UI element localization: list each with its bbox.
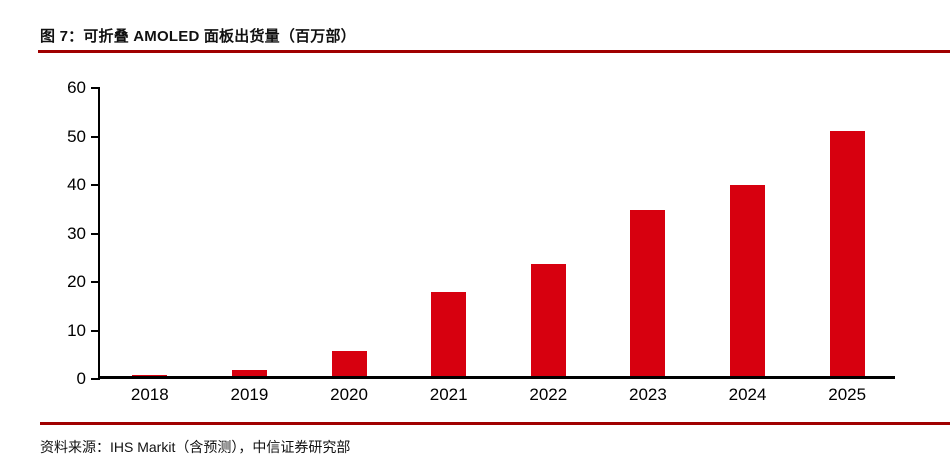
- y-axis-tick: [91, 329, 100, 332]
- y-axis-label: 60: [67, 78, 86, 97]
- bar-2023: [630, 210, 666, 376]
- plot-area: 0 10 20 30 40 50 60 2018 2019 2020 2021 2022 2023 202…: [67, 78, 895, 404]
- y-axis-label: 0: [76, 369, 86, 388]
- bar-2018: [132, 375, 168, 376]
- title-underline: [38, 50, 950, 53]
- bar-2024: [730, 185, 766, 376]
- y-axis-tick: [91, 184, 100, 186]
- x-axis-label-2023: 2023: [629, 385, 667, 404]
- bar-2019: [231, 370, 267, 376]
- y-axis-tick: [91, 87, 100, 89]
- figure-title: 图 7：可折叠 AMOLED 面板出货量（百万部）: [40, 28, 356, 45]
- y-axis-label: 20: [67, 272, 86, 291]
- y-axis-tick: [91, 232, 100, 235]
- bar-2021: [431, 292, 467, 376]
- x-axis-label-2018: 2018: [130, 385, 169, 404]
- footer-divider: [40, 422, 950, 425]
- x-axis-label-2019: 2019: [230, 385, 269, 404]
- source-note: 资料来源：IHS Markit（含预测），中信证券研究部: [40, 439, 351, 455]
- bar-2020: [331, 351, 367, 376]
- bar-2025: [829, 131, 865, 376]
- x-axis-label-2024: 2024: [728, 385, 767, 404]
- x-axis-label-2020: 2020: [330, 385, 368, 404]
- y-axis-label: 10: [67, 320, 86, 340]
- x-axis-label-2022: 2022: [529, 385, 568, 404]
- x-axis-label-2025: 2025: [828, 385, 867, 404]
- y-axis-tick: [91, 281, 100, 283]
- y-axis-label: 50: [67, 126, 86, 146]
- x-axis-label-2021: 2021: [429, 385, 468, 404]
- y-axis-tick: [91, 135, 100, 138]
- bar-2022: [530, 264, 566, 376]
- y-axis-tick: [91, 378, 100, 380]
- y-axis-label: 40: [67, 175, 86, 194]
- y-axis-label: 30: [67, 223, 86, 243]
